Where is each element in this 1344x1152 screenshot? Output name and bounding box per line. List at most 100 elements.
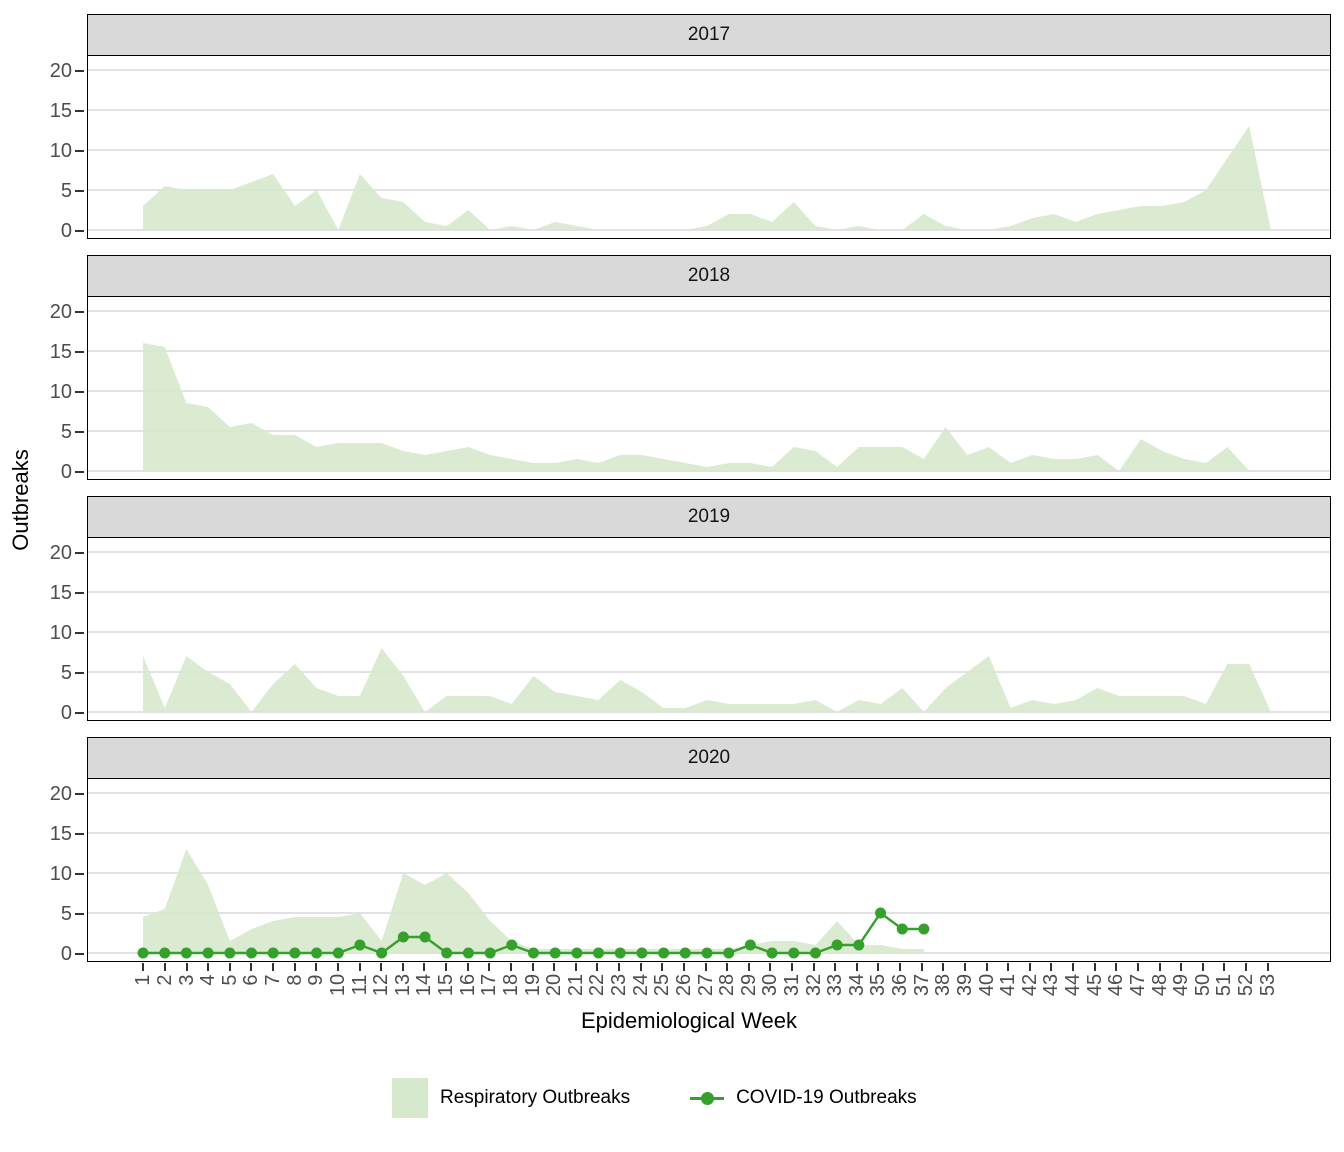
covid-point [918,923,930,935]
y-tick-label-10: 10 [49,862,72,885]
y-tick-mark [75,310,84,313]
covid-point [766,947,778,959]
y-tick-label-15: 15 [49,99,72,122]
x-tick-mark [1266,963,1269,971]
y-tick-mark [75,149,84,152]
y-tick-label-10: 10 [49,621,72,644]
x-tick-mark [618,963,621,971]
facet-strip-2017: 2017 [87,14,1331,55]
facet-plot-2020 [87,778,1331,962]
x-tick-label-33: 33 [824,973,847,997]
x-tick-mark [250,963,253,971]
y-tick-mark [75,711,84,714]
respiratory-area-2017 [143,126,1271,230]
x-tick-label-12: 12 [370,973,393,997]
x-tick-label-2: 2 [153,973,176,986]
y-tick-label-20: 20 [49,541,72,564]
x-tick-label-30: 30 [759,973,782,997]
y-tick-label-0: 0 [60,219,72,242]
x-tick-mark [531,963,534,971]
covid-point [376,947,388,959]
x-tick-mark [920,963,923,971]
x-tick-mark [401,963,404,971]
x-tick-label-9: 9 [305,973,328,986]
x-tick-label-35: 35 [867,973,890,997]
facet-strip-2020: 2020 [87,737,1331,778]
y-tick-label-5: 5 [60,661,72,684]
covid-point [549,947,561,959]
x-tick-label-27: 27 [694,973,717,997]
y-tick-label-20: 20 [49,59,72,82]
covid-point [224,947,236,959]
y-tick-mark [75,229,84,232]
x-tick-mark [855,963,858,971]
x-tick-label-31: 31 [780,973,803,997]
covid-point [159,947,171,959]
x-tick-label-25: 25 [651,973,674,997]
y-tick-label-5: 5 [60,179,72,202]
x-tick-mark [358,963,361,971]
chart-canvas-2018 [88,310,1330,472]
x-tick-mark [812,963,815,971]
x-tick-label-28: 28 [716,973,739,997]
x-tick-mark [336,963,339,971]
x-tick-mark [142,963,145,971]
x-tick-mark [682,963,685,971]
covid-point [875,907,887,919]
x-tick-mark [1245,963,1248,971]
y-tick-mark [75,390,84,393]
covid-point [202,947,214,959]
covid-point [636,947,648,959]
x-tick-mark [1072,963,1075,971]
legend: Respiratory Outbreaks COVID-19 Outbreaks [392,1077,917,1119]
x-tick-label-20: 20 [543,973,566,997]
y-tick-label-10: 10 [49,139,72,162]
facet-title-2019: 2019 [687,506,731,527]
x-tick-mark [834,963,837,971]
facet-title-2018: 2018 [687,265,731,286]
covid-point [788,947,800,959]
x-tick-label-40: 40 [975,973,998,997]
x-tick-mark [704,963,707,971]
x-tick-label-48: 48 [1148,973,1171,997]
x-tick-label-6: 6 [240,973,263,986]
y-tick-label-15: 15 [49,822,72,845]
x-tick-label-52: 52 [1235,973,1258,997]
covid-point [527,947,539,959]
y-tick-mark [75,872,84,875]
x-tick-mark [228,963,231,971]
covid-point [419,931,431,943]
y-tick-label-0: 0 [60,460,72,483]
facet-title-2017: 2017 [687,24,731,45]
y-axis-title: Outbreaks [8,449,33,551]
covid-point [571,947,583,959]
x-tick-label-36: 36 [889,973,912,997]
x-tick-mark [661,963,664,971]
covid-line-swatch-icon [690,1077,725,1119]
x-tick-mark [509,963,512,971]
x-tick-label-23: 23 [608,973,631,997]
covid-point [809,947,821,959]
y-tick-mark [75,952,84,955]
covid-point [593,947,605,959]
respiratory-area-2020 [143,849,924,953]
y-tick-mark [75,69,84,72]
y-tick-mark [75,671,84,674]
y-tick-label-20: 20 [49,300,72,323]
x-tick-mark [1158,963,1161,971]
x-tick-mark [747,963,750,971]
x-tick-mark [272,963,275,971]
x-tick-mark [1136,963,1139,971]
respiratory-area-swatch-icon [392,1078,428,1118]
x-tick-mark [466,963,469,971]
x-tick-label-44: 44 [1062,973,1085,997]
x-tick-mark [445,963,448,971]
x-tick-mark [639,963,642,971]
x-tick-label-1: 1 [132,973,155,986]
x-tick-label-3: 3 [175,973,198,986]
y-tick-mark [75,792,84,795]
x-tick-mark [942,963,945,971]
facet-2020: 2020 [87,737,1331,962]
covid-point [441,947,453,959]
x-tick-mark [163,963,166,971]
